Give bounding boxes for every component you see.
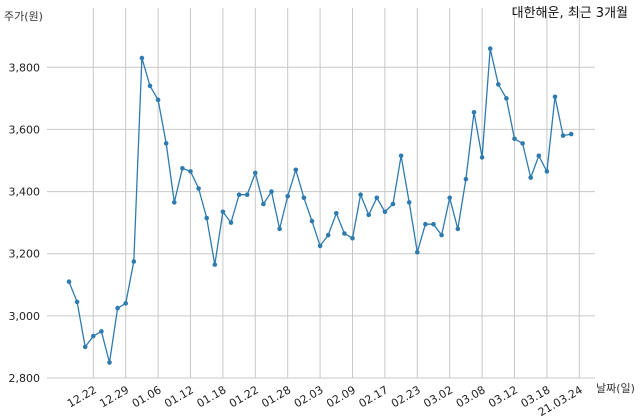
x-tick-label: 03.02: [421, 383, 455, 410]
data-point: [520, 141, 525, 146]
data-point: [244, 192, 250, 197]
data-point: [317, 243, 323, 249]
x-tick-label: 01.28: [259, 383, 293, 410]
data-point: [536, 153, 542, 159]
data-point: [463, 176, 469, 182]
data-point: [82, 344, 88, 350]
y-tick-label: 2,800: [9, 372, 41, 385]
x-tick-label: 02.03: [292, 383, 326, 410]
x-tick-labels: 12.2212.2901.0601.1201.1801.2201.2802.03…: [65, 383, 585, 419]
y-tick-label: 3,800: [9, 61, 41, 74]
data-point: [74, 299, 80, 305]
chart-title: 대한해운, 최근 3개월: [512, 6, 628, 21]
y-tick-label: 3,600: [9, 123, 41, 136]
x-tick-label: 01.06: [130, 383, 164, 410]
data-point: [253, 170, 258, 176]
y-axis-label: 주가(원): [4, 10, 43, 23]
data-point: [301, 195, 307, 201]
data-point: [123, 301, 128, 306]
y-tick-label: 3,000: [9, 310, 41, 323]
data-point: [188, 169, 193, 174]
data-point: [406, 200, 412, 205]
data-point: [479, 155, 485, 160]
data-point: [212, 262, 218, 267]
data-point: [544, 169, 550, 174]
data-point: [334, 211, 339, 216]
x-tick-label: 02.23: [389, 383, 423, 410]
data-point: [390, 201, 396, 207]
data-point: [528, 175, 533, 180]
data-point: [91, 333, 96, 339]
data-point: [228, 220, 234, 225]
data-point: [236, 192, 242, 197]
x-axis-label: 날짜(일): [596, 381, 635, 395]
x-tick-label: 03.12: [486, 383, 520, 410]
data-point: [342, 231, 347, 236]
data-point: [439, 232, 444, 238]
y-tick-labels: 2,800 3,000 3,200 3,400 3,600 3,800: [9, 61, 41, 385]
data-point: [455, 226, 461, 232]
data-point: [309, 218, 315, 224]
y-tick-label: 3,400: [9, 186, 41, 199]
data-point: [382, 209, 388, 215]
x-tick-label: 12.29: [97, 383, 131, 410]
data-point: [568, 131, 574, 137]
data-point: [552, 94, 558, 100]
data-point: [204, 215, 209, 221]
data-point: [560, 133, 566, 138]
data-point: [325, 232, 331, 238]
data-point: [366, 212, 372, 218]
data-point: [172, 200, 177, 205]
y-tick-label: 3,200: [9, 248, 41, 261]
data-point: [487, 46, 493, 51]
x-tick-label: 03.08: [454, 383, 488, 410]
data-point: [423, 221, 428, 227]
data-point: [99, 329, 104, 334]
data-point: [285, 193, 291, 199]
data-point: [66, 279, 72, 285]
x-tick-label: 12.22: [65, 383, 99, 410]
data-point: [447, 195, 453, 201]
x-tick-label: 01.12: [162, 383, 196, 410]
x-tick-label: 01.18: [195, 383, 229, 410]
data-point: [115, 305, 120, 311]
data-point: [147, 83, 153, 89]
data-point: [293, 167, 299, 173]
data-point: [471, 110, 477, 115]
data-point: [277, 226, 282, 232]
data-point: [131, 259, 137, 264]
data-point: [398, 153, 404, 159]
data-point: [180, 166, 185, 171]
data-point: [107, 360, 112, 365]
data-point: [139, 55, 145, 61]
data-point: [374, 195, 380, 201]
data-point: [431, 221, 436, 227]
data-point: [496, 82, 501, 87]
data-point: [220, 209, 226, 215]
data-point: [163, 141, 169, 146]
data-point: [504, 96, 509, 101]
data-points: [66, 46, 574, 365]
data-point: [512, 136, 517, 142]
data-point: [155, 97, 161, 103]
data-point: [415, 249, 420, 255]
data-point: [196, 186, 201, 191]
x-tick-label: 02.09: [324, 383, 358, 410]
grid-lines: [47, 8, 595, 379]
x-tick-label: 02.17: [357, 383, 391, 410]
data-point: [269, 189, 274, 194]
data-point: [261, 201, 266, 207]
data-point: [358, 192, 363, 197]
x-tick-label: 01.22: [227, 383, 261, 410]
data-point: [350, 235, 355, 241]
